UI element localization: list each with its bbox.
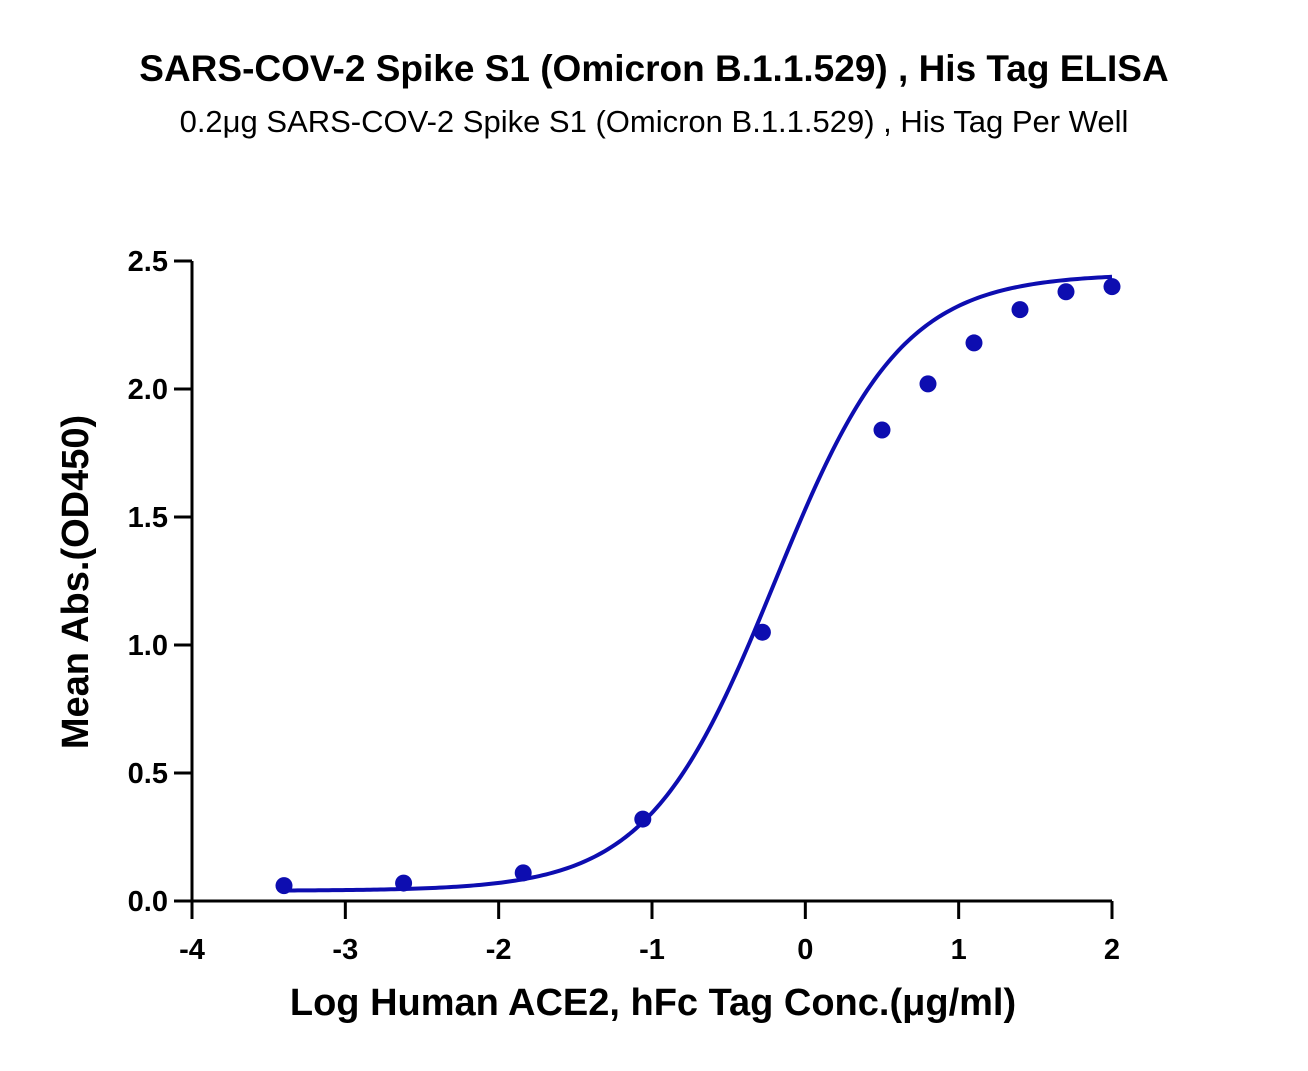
x-axis-label: Log Human ACE2, hFc Tag Conc.(μg/ml) — [290, 982, 1016, 1024]
y-tick-label: 1.5 — [128, 502, 168, 534]
x-tick-label: -4 — [179, 934, 205, 966]
data-point — [873, 421, 891, 439]
data-point — [514, 864, 532, 882]
data-point — [919, 375, 937, 393]
x-tick-label: 0 — [797, 934, 813, 966]
fit-curve-layer — [283, 274, 1113, 893]
data-point — [753, 623, 771, 641]
y-tick-label: 2.5 — [128, 246, 168, 278]
x-tick-label: 1 — [951, 934, 967, 966]
data-point — [634, 810, 652, 828]
y-tick-label: 2.0 — [128, 374, 168, 406]
chart-subtitle: 0.2μg SARS-COV-2 Spike S1 (Omicron B.1.1… — [179, 104, 1129, 139]
data-point — [1011, 301, 1029, 319]
x-tick-label: -2 — [486, 934, 512, 966]
data-points-layer — [275, 278, 1121, 895]
data-point — [965, 334, 983, 352]
chart-title: SARS-COV-2 Spike S1 (Omicron B.1.1.529) … — [139, 48, 1169, 89]
x-tick-label: 2 — [1104, 934, 1120, 966]
y-axis-label: Mean Abs.(OD450) — [55, 415, 97, 749]
fit-curve — [283, 274, 1113, 893]
data-point — [275, 877, 293, 895]
data-point — [1057, 283, 1075, 301]
y-tick-label: 0.5 — [128, 758, 168, 790]
data-point — [1103, 278, 1121, 296]
y-tick-label: 0.0 — [128, 886, 168, 918]
y-tick-label: 1.0 — [128, 630, 168, 662]
x-tick-label: -3 — [332, 934, 358, 966]
axes: 0.0 0.5 1.0 1.5 2.0 2.5 -4 -3 -2 -1 0 1 2 — [128, 246, 1120, 966]
x-tick-label: -1 — [639, 934, 665, 966]
data-point — [395, 874, 413, 892]
